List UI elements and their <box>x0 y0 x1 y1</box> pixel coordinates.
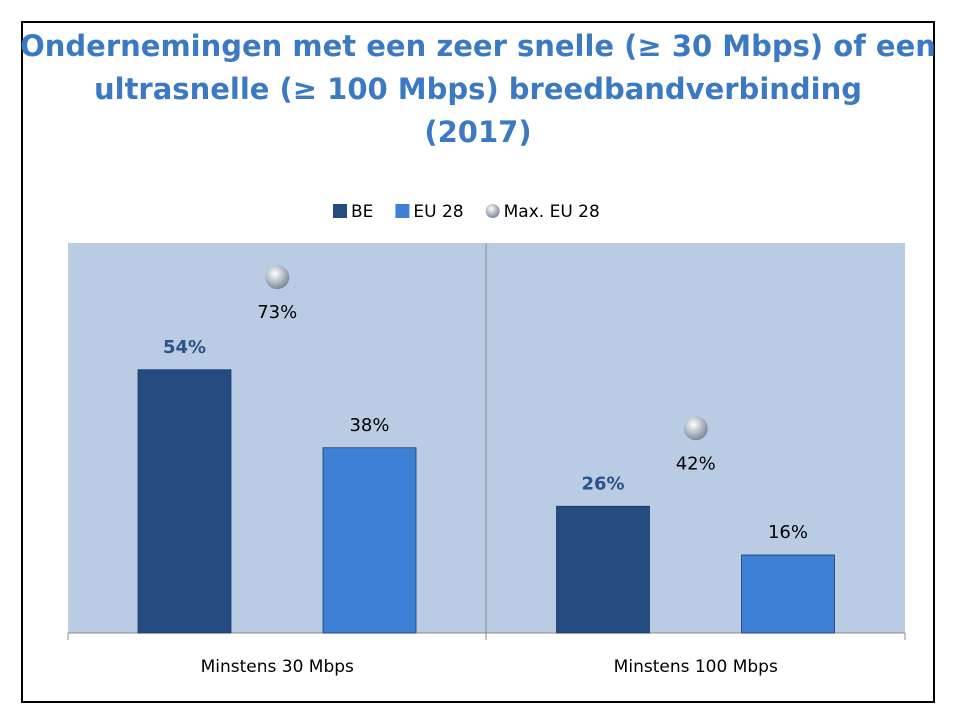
legend-label: EU 28 <box>413 202 463 222</box>
bar <box>556 505 650 634</box>
chart-title: (2017) <box>424 115 531 149</box>
max-marker <box>265 265 290 290</box>
legend-swatch <box>333 204 347 218</box>
chart-title: Ondernemingen met een zeer snelle (≥ 30 … <box>20 29 936 63</box>
bar <box>322 447 417 634</box>
bar <box>137 369 232 634</box>
data-label: 26% <box>581 473 624 494</box>
bar <box>741 554 835 634</box>
data-label: 16% <box>768 522 808 543</box>
legend-swatch <box>485 204 500 218</box>
data-label: 73% <box>257 302 297 323</box>
data-label: 54% <box>163 337 206 358</box>
data-label: 42% <box>676 453 716 474</box>
data-label: 38% <box>349 415 389 436</box>
x-tick-label: Minstens 100 Mbps <box>614 657 778 677</box>
x-tick-label: Minstens 30 Mbps <box>201 657 354 677</box>
max-marker <box>683 416 708 441</box>
legend-label: BE <box>351 202 373 222</box>
legend-swatch <box>395 204 410 218</box>
legend-label: Max. EU 28 <box>504 202 600 222</box>
chart-title: ultrasnelle (≥ 100 Mbps) breedbandverbin… <box>94 72 862 106</box>
